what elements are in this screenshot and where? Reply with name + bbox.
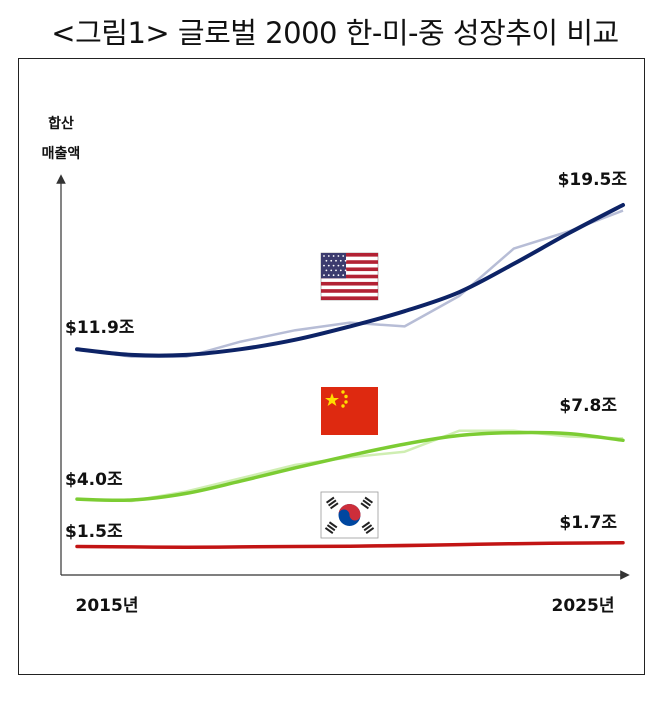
- usa-start-label: $11.9조: [65, 318, 135, 338]
- x-start-label: 2015년: [76, 596, 139, 616]
- series-korea: [75, 540, 625, 550]
- china-flag: [321, 387, 378, 435]
- figure-title: <그림1> 글로벌 2000 한-미-중 성장추이 비교: [51, 16, 619, 50]
- usa-flag-star: [327, 274, 330, 277]
- korea-trend-line: [75, 540, 625, 550]
- china-end-label: $7.8조: [559, 396, 617, 416]
- usa-flag-star: [344, 259, 347, 262]
- x-end-label: 2025년: [552, 596, 615, 616]
- usa-flag-star: [337, 274, 340, 277]
- usa-flag-star: [342, 264, 345, 267]
- usa-flag-star: [332, 264, 335, 267]
- usa-flag-star: [339, 269, 342, 272]
- y-axis-label-line2: 매출액: [42, 145, 81, 162]
- usa-flag-star: [335, 259, 337, 262]
- usa-flag-star: [323, 274, 325, 277]
- usa-flag-star: [335, 269, 337, 272]
- usa-flag-star: [332, 255, 335, 257]
- usa-flag-star: [327, 255, 330, 257]
- usa-flag-stripe: [321, 289, 378, 293]
- usa-flag-stripe: [321, 267, 378, 272]
- usa-end-label: $19.5조: [558, 170, 628, 190]
- usa-flag-star: [323, 255, 325, 257]
- usa-flag-stripe: [321, 296, 378, 300]
- usa-flag-star: [337, 255, 340, 257]
- y-axis-label-line1: 합산: [48, 115, 74, 132]
- usa-flag-star: [337, 264, 340, 267]
- chart-frame: 합산 매출액 2015년 2025년 $11.9조 $19.5조 $4.0조 $…: [18, 58, 645, 675]
- usa-flag-star: [325, 269, 328, 272]
- chart-svg: 합산 매출액 2015년 2025년 $11.9조 $19.5조 $4.0조 $…: [42, 115, 630, 616]
- china-start-label: $4.0조: [65, 470, 123, 490]
- usa-flag-star: [325, 259, 328, 262]
- usa-flag-stripe: [321, 274, 378, 279]
- korea-start-label: $1.5조: [65, 522, 123, 542]
- usa-flag-stripe: [321, 281, 378, 286]
- usa-flag-star: [342, 255, 345, 257]
- usa-flag-star: [327, 264, 330, 267]
- usa-flag-star: [330, 259, 333, 262]
- usa-flag-star: [342, 274, 345, 277]
- usa-flag-star: [332, 274, 335, 277]
- series-usa: [75, 203, 625, 359]
- usa-flag-stripe: [321, 260, 378, 264]
- usa-flag: [320, 252, 379, 301]
- usa-flag-star: [344, 269, 347, 272]
- usa-flag-star: [323, 264, 325, 267]
- usa-flag-star: [339, 259, 342, 262]
- korea-flag: [320, 491, 379, 539]
- korea-end-label: $1.7조: [559, 513, 617, 533]
- series-china: [75, 429, 625, 503]
- usa-flag-stripe: [321, 253, 378, 257]
- china-trend-line: [75, 430, 625, 503]
- usa-trend-line: [75, 203, 625, 358]
- china-raw-line: [76, 429, 624, 503]
- usa-flag-star: [330, 269, 333, 272]
